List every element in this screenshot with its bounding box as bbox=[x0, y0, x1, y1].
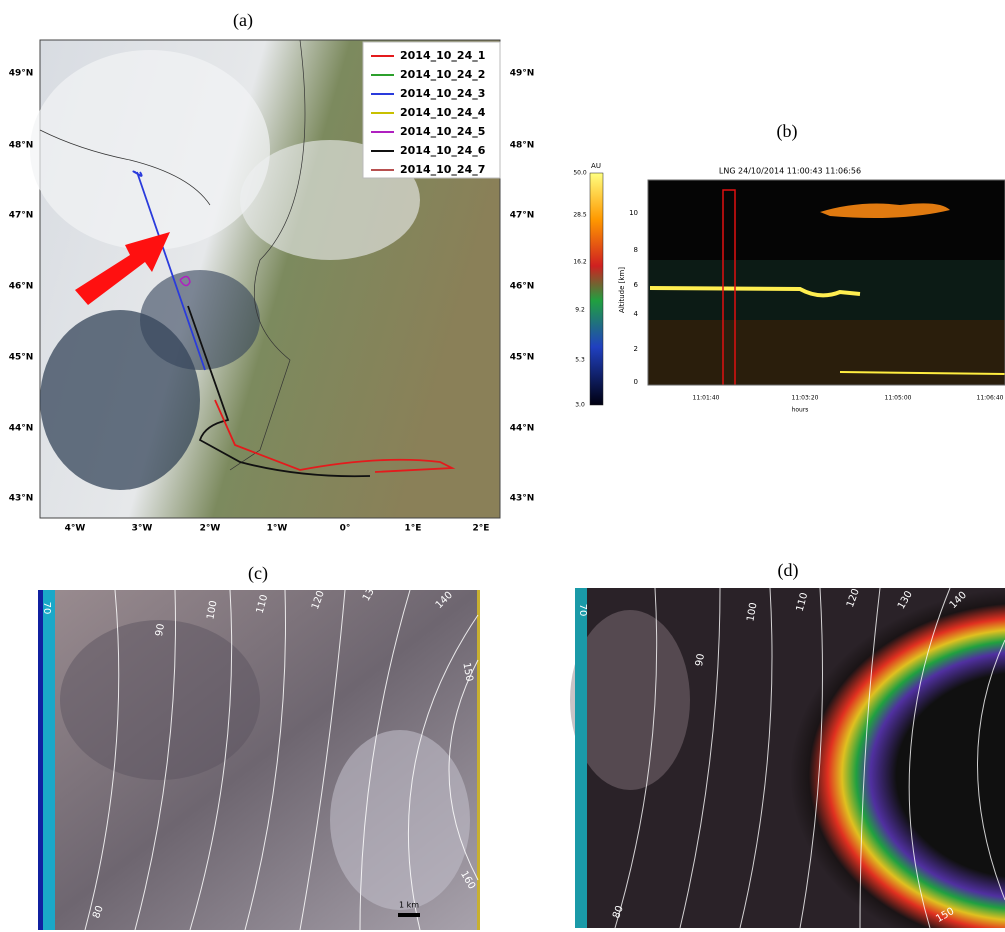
colorbar-label: AU bbox=[591, 162, 601, 170]
legend-label: 2014_10_24_1 bbox=[400, 49, 485, 62]
contour-label: 80 bbox=[611, 904, 626, 920]
y-tick-label: 6 bbox=[634, 281, 639, 289]
flight-track bbox=[214, 399, 456, 473]
x-tick-label: 11:06:40 bbox=[977, 395, 1004, 402]
contour-label: 110 bbox=[795, 591, 811, 612]
lat-label: 48°N bbox=[9, 141, 34, 151]
y-tick-label: 4 bbox=[634, 310, 639, 318]
contour-label: 80 bbox=[91, 904, 106, 920]
contour-label: 150 bbox=[460, 662, 474, 683]
lon-label: 3°W bbox=[132, 524, 153, 534]
x-tick-label: 11:05:00 bbox=[885, 395, 912, 402]
colorbar-tick: 16.2 bbox=[573, 259, 587, 266]
flight-track bbox=[132, 170, 206, 371]
flight-track bbox=[187, 305, 371, 478]
contour-label: 90 bbox=[694, 653, 707, 667]
contour-label: 100 bbox=[205, 600, 219, 621]
lon-label: 1°E bbox=[405, 524, 422, 534]
y-axis-label: Altitude [km] bbox=[618, 267, 626, 313]
legend-label: 2014_10_24_4 bbox=[400, 106, 486, 119]
lon-label: 4°W bbox=[65, 524, 86, 534]
y-tick-label: 0 bbox=[634, 378, 638, 386]
panel-label: (a) bbox=[233, 10, 253, 31]
image-d bbox=[570, 587, 1005, 929]
lat-label: 46°N bbox=[510, 282, 535, 292]
lat-label: 45°N bbox=[510, 353, 535, 363]
lon-label: 1°W bbox=[267, 524, 288, 534]
contour-label: 100 bbox=[745, 602, 759, 623]
panel-label: (d) bbox=[778, 560, 799, 581]
lon-label: 2°W bbox=[200, 524, 221, 534]
lat-label: 43°N bbox=[9, 494, 34, 504]
lat-label: 44°N bbox=[9, 424, 34, 434]
panel-label: (b) bbox=[777, 121, 798, 142]
image-c bbox=[38, 589, 480, 931]
contour-label: 90 bbox=[154, 623, 167, 637]
lat-label: 49°N bbox=[510, 69, 535, 79]
lat-label: 47°N bbox=[9, 211, 34, 221]
lat-label: 45°N bbox=[9, 353, 34, 363]
panel-label: (c) bbox=[248, 563, 268, 584]
colorbar-tick: 3.0 bbox=[575, 402, 585, 409]
lon-label: 2°E bbox=[473, 524, 490, 534]
legend-label: 2014_10_24_6 bbox=[400, 144, 486, 157]
x-tick-label: 11:03:20 bbox=[792, 395, 819, 402]
legend-label: 2014_10_24_2 bbox=[400, 68, 485, 81]
colorbar-tick: 9.2 bbox=[575, 307, 585, 314]
colorbar-tick: 5.3 bbox=[575, 357, 585, 364]
x-axis-label: hours bbox=[792, 407, 809, 414]
lat-label: 49°N bbox=[9, 69, 34, 79]
lat-label: 46°N bbox=[9, 282, 34, 292]
legend-label: 2014_10_24_7 bbox=[400, 163, 485, 176]
y-tick-label: 2 bbox=[634, 345, 638, 353]
y-tick-label: 10 bbox=[629, 209, 638, 217]
lat-label: 47°N bbox=[510, 211, 535, 221]
lat-label: 43°N bbox=[510, 494, 535, 504]
x-tick-label: 11:01:40 bbox=[693, 395, 720, 402]
lon-label: 0° bbox=[340, 524, 351, 534]
colorbar-tick: 28.5 bbox=[573, 212, 587, 219]
colorbar-tick: 50.0 bbox=[573, 170, 587, 177]
legend-label: 2014_10_24_5 bbox=[400, 125, 485, 138]
plot-title: LNG 24/10/2014 11:00:43 11:06:56 bbox=[719, 167, 861, 176]
lat-label: 44°N bbox=[510, 424, 535, 434]
flight-track bbox=[179, 275, 191, 287]
y-tick-label: 8 bbox=[634, 246, 638, 254]
contour-label: 110 bbox=[255, 593, 271, 614]
contour-label: 70 bbox=[41, 602, 52, 615]
lidar-plot bbox=[589, 172, 1005, 406]
legend-label: 2014_10_24_3 bbox=[400, 87, 485, 100]
contour-label: 70 bbox=[577, 604, 588, 617]
lat-label: 48°N bbox=[510, 141, 535, 151]
scale-bar-label: 1 km bbox=[399, 901, 419, 910]
